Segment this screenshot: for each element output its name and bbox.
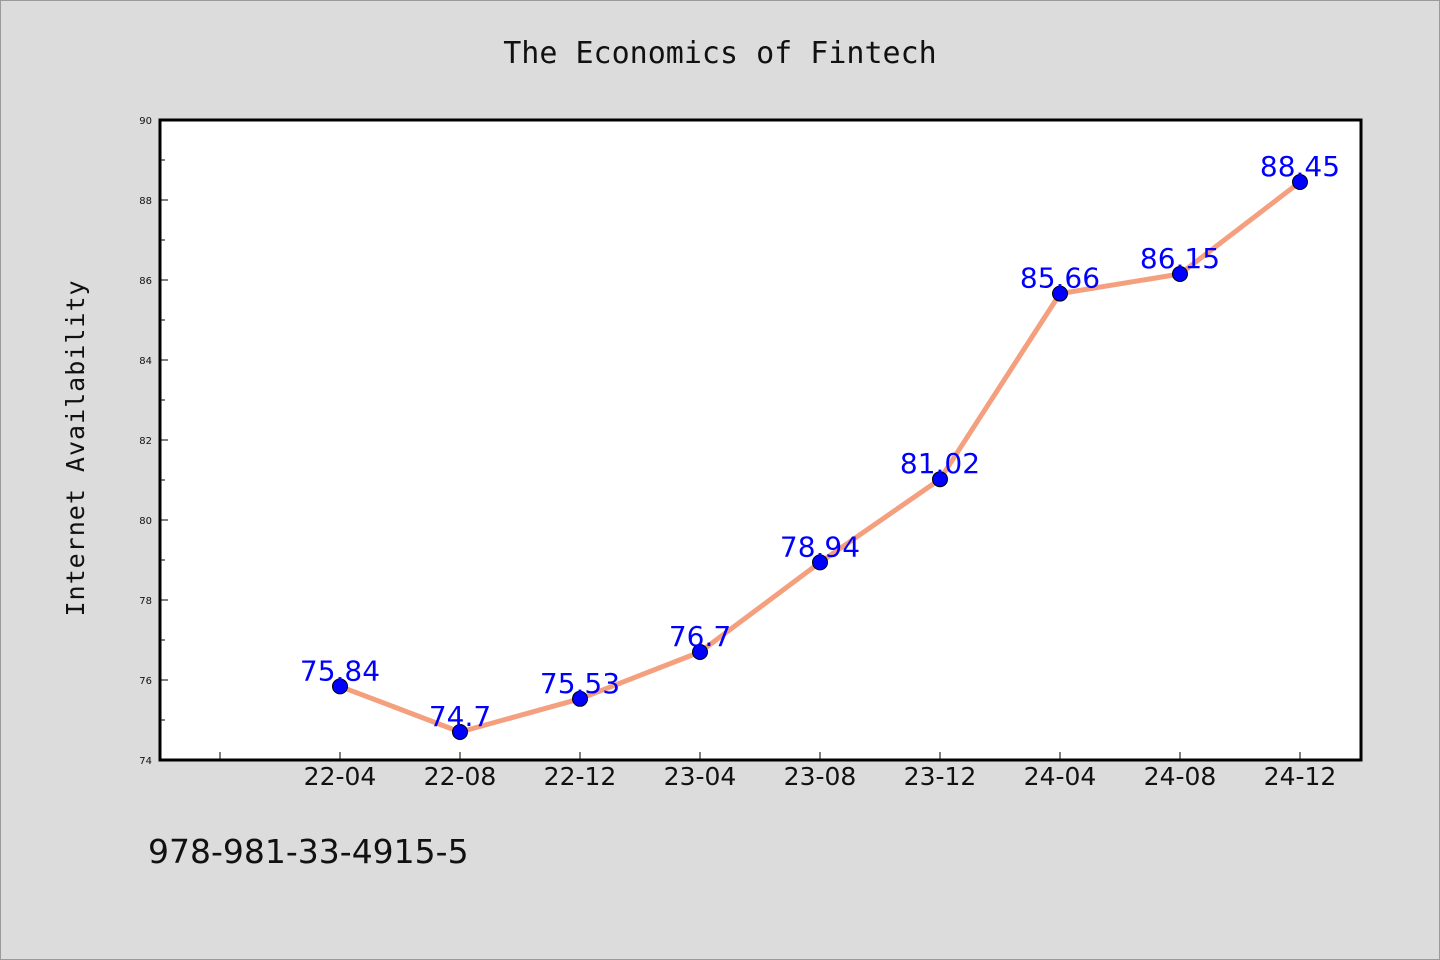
x-tick-label: 24-08 (1144, 762, 1217, 791)
data-point (572, 690, 588, 707)
data-label: 76.7 (669, 620, 731, 653)
data-point (932, 471, 948, 488)
data-label: 74.7 (429, 700, 491, 733)
chart-title: The Economics of Fintech (503, 36, 936, 71)
data-label: 86.15 (1140, 242, 1220, 275)
data-point (1052, 285, 1068, 302)
data-point (332, 678, 348, 695)
y-tick-label: 86 (139, 276, 152, 287)
series-group: 75.84 74.7 75.53 76.7 78.94 81.02 85.66 86.15 88… (300, 150, 1340, 740)
data-point (1292, 174, 1308, 190)
isbn-text: 978-981-33-4915-5 (148, 832, 469, 871)
data-label: 78.94 (780, 530, 860, 563)
y-axis-label: Internet Availability (61, 279, 90, 616)
y-tick-label: 90 (139, 116, 152, 127)
x-tick-label: 23-04 (664, 762, 737, 791)
y-tick-label: 84 (139, 356, 152, 367)
data-label: 81.02 (900, 447, 980, 480)
data-label: 75.84 (300, 654, 380, 687)
data-label: 75.53 (540, 667, 620, 700)
data-point (812, 554, 828, 571)
x-tick-label: 24-12 (1264, 762, 1337, 791)
data-label: 88.45 (1260, 150, 1340, 183)
plot-area (158, 118, 1363, 762)
x-tick-label: 22-08 (424, 762, 497, 791)
data-point (452, 724, 468, 740)
x-tick-label: 23-08 (784, 762, 857, 791)
x-tick-label: 22-12 (544, 762, 617, 791)
y-tick-label: 88 (139, 196, 152, 207)
y-tick-label: 78 (139, 596, 152, 607)
data-point (692, 644, 708, 660)
x-tick-label: 23-12 (904, 762, 977, 791)
x-axis: 22-04 22-08 22-12 23-04 23-08 23-12 24-04 24-08… (219, 752, 1337, 791)
data-label: 85.66 (1020, 262, 1100, 295)
y-tick-label: 82 (139, 436, 152, 447)
y-tick-label: 76 (139, 676, 152, 687)
y-axis: 74 76 78 80 82 84 86 88 90 (139, 116, 168, 767)
y-tick-label: 74 (139, 756, 152, 767)
x-tick-label: 24-04 (1024, 762, 1097, 791)
data-point (1172, 266, 1188, 282)
x-tick-label: 22-04 (304, 762, 377, 791)
y-tick-label: 80 (139, 516, 152, 527)
